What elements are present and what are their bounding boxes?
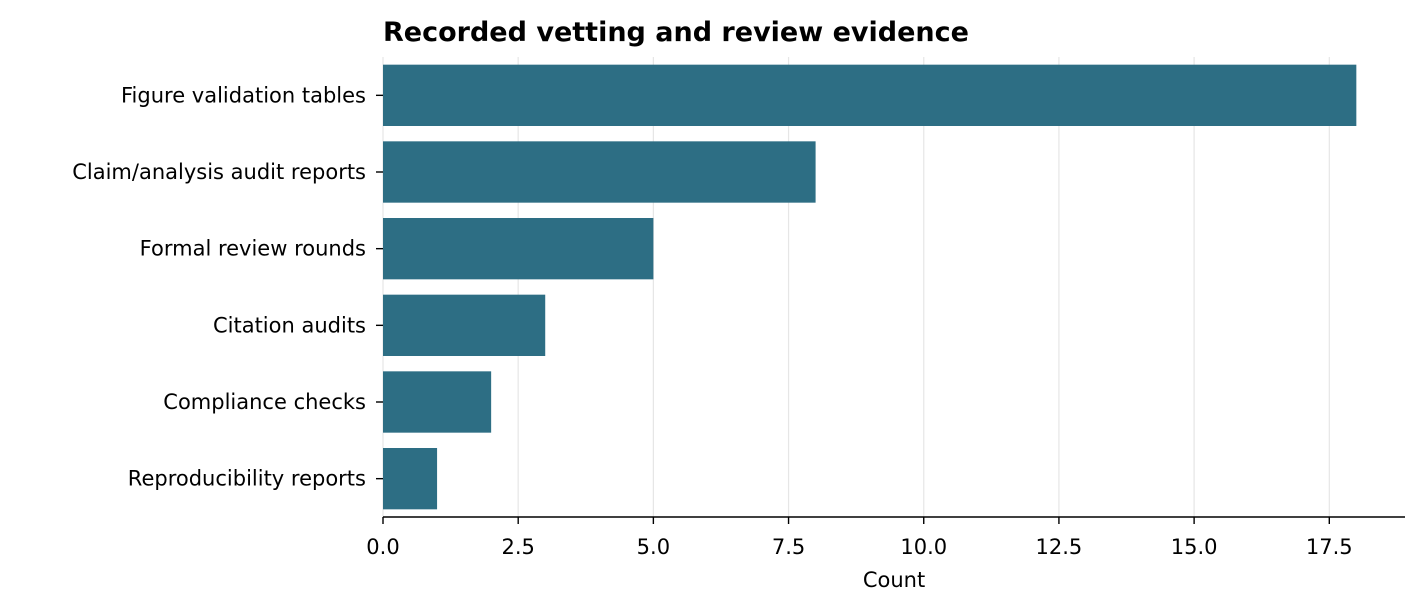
category-label: Citation audits bbox=[213, 313, 366, 337]
grid-lines bbox=[382, 57, 1330, 517]
category-label: Formal review rounds bbox=[140, 237, 366, 261]
x-tick-label: 15.0 bbox=[1171, 535, 1218, 559]
category-label: Compliance checks bbox=[163, 390, 366, 414]
x-tick-label: 7.5 bbox=[772, 535, 805, 559]
bar bbox=[383, 218, 654, 280]
y-axis-ticks: Figure validation tables Claim/analysis a… bbox=[72, 83, 383, 491]
chart-title: Recorded vetting and review evidence bbox=[383, 17, 969, 48]
bar bbox=[383, 371, 492, 433]
bar bbox=[383, 64, 1357, 126]
x-tick-label: 2.5 bbox=[501, 535, 534, 559]
category-label: Claim/analysis audit reports bbox=[72, 160, 366, 184]
bar bbox=[383, 294, 546, 356]
x-tick-label: 5.0 bbox=[637, 535, 670, 559]
category-label: Figure validation tables bbox=[121, 83, 366, 107]
x-tick-label: 12.5 bbox=[1036, 535, 1083, 559]
x-tick-label: 17.5 bbox=[1306, 535, 1353, 559]
category-label: Reproducibility reports bbox=[128, 467, 366, 491]
x-axis-title: Count bbox=[863, 568, 925, 592]
bar bbox=[383, 141, 816, 203]
bar bbox=[383, 448, 438, 510]
x-axis-ticks: 0.0 2.5 5.0 7.5 10.0 12.5 15.0 17.5 bbox=[366, 517, 1353, 559]
x-tick-label: 10.0 bbox=[900, 535, 947, 559]
x-tick-label: 0.0 bbox=[366, 535, 399, 559]
bars bbox=[383, 64, 1357, 510]
